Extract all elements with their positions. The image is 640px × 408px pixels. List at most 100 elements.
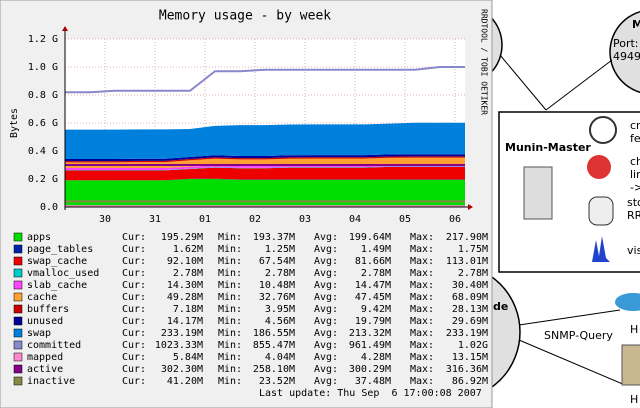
stat-label: Avg: (314, 232, 338, 243)
host-icon (621, 344, 640, 386)
stat-label: Max: (410, 352, 434, 363)
stat-label: Min: (218, 256, 242, 267)
stat-value: 1.49M (361, 244, 391, 255)
stat-value: 961.49M (349, 340, 391, 351)
master-item: fe (630, 132, 640, 145)
stat-value: 195.29M (161, 232, 203, 243)
legend-label: apps (27, 232, 51, 243)
legend-label: committed (27, 340, 81, 351)
area (65, 122, 465, 160)
stat-value: 1.25M (265, 244, 295, 255)
stat-label: Max: (410, 328, 434, 339)
stat-value: 217.90M (446, 232, 488, 243)
stat-label: Avg: (314, 292, 338, 303)
x-tick-label: 02 (249, 214, 261, 225)
stat-label: Min: (218, 232, 242, 243)
stat-label: Cur: (122, 232, 146, 243)
stat-value: 10.48M (259, 280, 295, 291)
stat-label: Min: (218, 304, 242, 315)
legend-swatch (13, 268, 23, 278)
legend-label: vmalloc_used (27, 268, 99, 279)
stat-label: Max: (410, 256, 434, 267)
legend-label: mapped (27, 352, 63, 363)
legend-swatch (13, 328, 23, 338)
edge-label: SNMP-Query (544, 329, 613, 342)
stat-value: 213.32M (349, 328, 391, 339)
stat-label: Avg: (314, 376, 338, 387)
stat-value: 47.45M (355, 292, 391, 303)
stat-label: Min: (218, 352, 242, 363)
stat-value: 19.79M (355, 316, 391, 327)
stat-label: Cur: (122, 376, 146, 387)
stat-label: Min: (218, 340, 242, 351)
stat-label: Cur: (122, 292, 146, 303)
x-tick-label: 31 (149, 214, 161, 225)
area (65, 166, 465, 171)
stat-label: Max: (410, 340, 434, 351)
stat-value: 2.78M (458, 268, 488, 279)
stat-value: 113.01M (446, 256, 488, 267)
axis-arrow (468, 204, 473, 210)
stat-value: 67.54M (259, 256, 295, 267)
arrow (545, 59, 613, 111)
stat-label: Cur: (122, 244, 146, 255)
axis-arrow (62, 26, 68, 31)
stat-value: 4.04M (265, 352, 295, 363)
legend-swatch (13, 316, 23, 326)
stat-value: 2.78M (361, 268, 391, 279)
stat-label: Max: (410, 316, 434, 327)
legend-label: active (27, 364, 63, 375)
stat-label: Cur: (122, 328, 146, 339)
stat-value: 68.09M (452, 292, 488, 303)
y-tick-label: 0.2 G (28, 174, 58, 185)
legend-swatch (13, 340, 23, 350)
host-label: H (630, 323, 638, 336)
stat-value: 193.37M (253, 232, 295, 243)
master-item: vis (627, 244, 640, 257)
x-tick-label: 30 (99, 214, 111, 225)
stat-value: 81.66M (355, 256, 391, 267)
area (65, 166, 465, 181)
stat-value: 13.15M (452, 352, 488, 363)
x-tick-label: 03 (299, 214, 311, 225)
stat-value: 1023.33M (155, 340, 203, 351)
router-icon (615, 293, 640, 311)
stat-label: Max: (410, 232, 434, 243)
stat-label: Avg: (314, 316, 338, 327)
stat-label: Max: (410, 304, 434, 315)
stat-value: 186.55M (253, 328, 295, 339)
footer: Last update: Thu Sep 6 17:00:08 2007 (259, 388, 482, 399)
stat-value: 1.02G (458, 340, 488, 351)
stat-label: Min: (218, 244, 242, 255)
area (65, 178, 465, 181)
stat-value: 86.92M (452, 376, 488, 387)
stat-label: Avg: (314, 304, 338, 315)
legend-swatch (13, 304, 23, 314)
stat-label: Avg: (314, 352, 338, 363)
stat-value: 199.64M (349, 232, 391, 243)
legend-swatch (13, 364, 23, 374)
area (65, 179, 465, 207)
stat-label: Min: (218, 316, 242, 327)
stat-label: Max: (410, 244, 434, 255)
stat-value: 30.40M (452, 280, 488, 291)
master-item: RR (627, 209, 640, 222)
master-item: lin (630, 168, 640, 181)
arrow (518, 339, 626, 386)
stat-value: 32.76M (259, 292, 295, 303)
stat-label: Min: (218, 328, 242, 339)
area (65, 156, 465, 163)
stat-value: 233.19M (161, 328, 203, 339)
stat-label: Cur: (122, 340, 146, 351)
legend-label: unused (27, 316, 63, 327)
master-item: -> (630, 181, 640, 194)
stat-label: Min: (218, 364, 242, 375)
stat-value: 49.28M (167, 292, 203, 303)
node-port: Port: (613, 37, 639, 50)
legend-label: slab_cache (27, 280, 87, 291)
legend-label: page_tables (27, 244, 93, 255)
stat-value: 23.52M (259, 376, 295, 387)
stat-value: 1.75M (458, 244, 488, 255)
stat-label: Cur: (122, 268, 146, 279)
